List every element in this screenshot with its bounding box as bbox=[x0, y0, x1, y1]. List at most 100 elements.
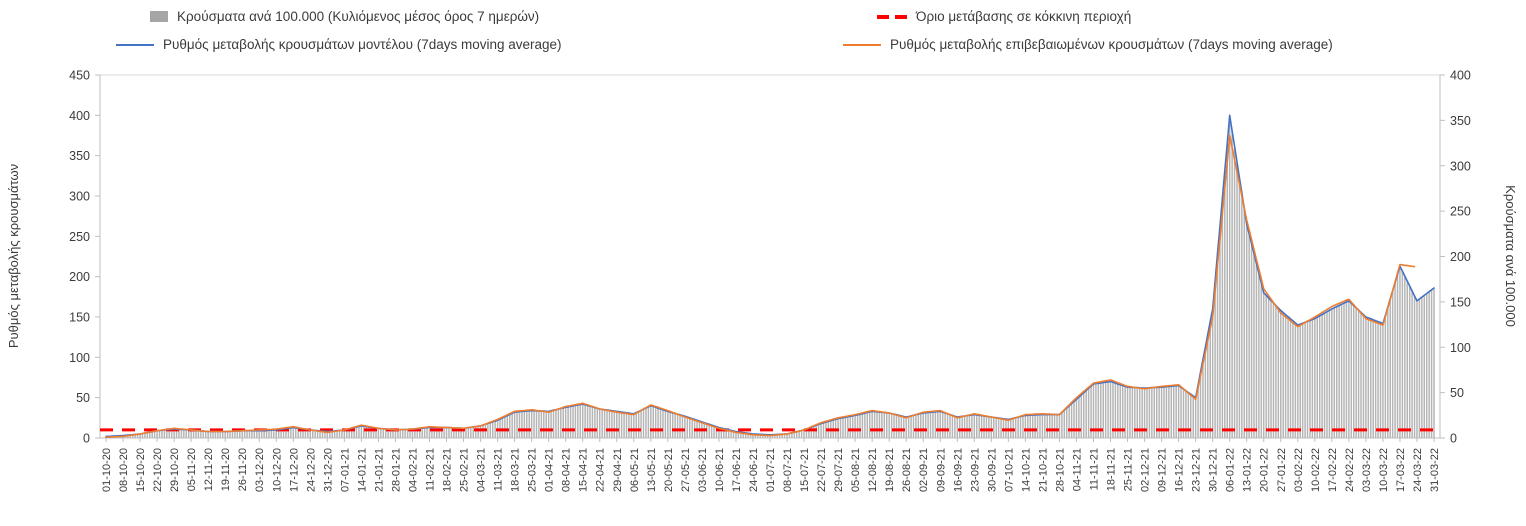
svg-text:03-03-22: 03-03-22 bbox=[1361, 448, 1373, 492]
svg-text:17-12-20: 17-12-20 bbox=[288, 448, 300, 492]
svg-text:09-09-21: 09-09-21 bbox=[935, 448, 947, 492]
confirmed-rate-line bbox=[105, 134, 1416, 438]
svg-text:01-07-21: 01-07-21 bbox=[765, 448, 777, 492]
svg-text:300: 300 bbox=[1450, 159, 1471, 173]
right-axis: 0 50 100 150 200 250 300 350 400 bbox=[1440, 69, 1471, 446]
svg-text:100: 100 bbox=[1450, 341, 1471, 355]
svg-text:450: 450 bbox=[69, 69, 90, 83]
orange-line-marker-icon bbox=[843, 43, 881, 46]
svg-text:23-12-21: 23-12-21 bbox=[1191, 448, 1203, 492]
svg-text:17-02-22: 17-02-22 bbox=[1327, 448, 1339, 492]
blue-line-marker-icon bbox=[116, 43, 154, 46]
svg-text:01-04-21: 01-04-21 bbox=[544, 448, 556, 492]
svg-text:50: 50 bbox=[76, 391, 90, 405]
svg-text:400: 400 bbox=[1450, 69, 1471, 83]
svg-text:20-01-22: 20-01-22 bbox=[1259, 448, 1271, 492]
svg-text:03-12-20: 03-12-20 bbox=[254, 448, 266, 492]
bars-series-cases-per-100k bbox=[105, 115, 1435, 439]
svg-text:09-12-21: 09-12-21 bbox=[1157, 448, 1169, 492]
svg-text:14-10-21: 14-10-21 bbox=[1020, 448, 1032, 492]
svg-text:03-02-22: 03-02-22 bbox=[1293, 448, 1305, 492]
bar-series-marker-icon bbox=[150, 11, 168, 23]
svg-text:24-03-22: 24-03-22 bbox=[1412, 448, 1424, 492]
svg-text:29-04-21: 29-04-21 bbox=[612, 448, 624, 492]
svg-text:15-10-20: 15-10-20 bbox=[135, 448, 147, 492]
legend-item-model-rate: Ρυθμός μεταβολής κρουσμάτων μοντέλου (7d… bbox=[116, 38, 562, 52]
svg-text:02-12-21: 02-12-21 bbox=[1140, 448, 1152, 492]
svg-text:06-05-21: 06-05-21 bbox=[629, 448, 641, 492]
x-axis: 01-10-20 08-10-20 15-10-20 22-10-20 29-10-20… bbox=[101, 438, 1441, 492]
svg-text:22-10-20: 22-10-20 bbox=[152, 448, 164, 492]
svg-text:25-02-21: 25-02-21 bbox=[459, 448, 471, 492]
svg-text:50: 50 bbox=[1450, 386, 1464, 400]
svg-text:350: 350 bbox=[1450, 114, 1471, 128]
svg-text:17-06-21: 17-06-21 bbox=[731, 448, 743, 492]
svg-text:11-03-21: 11-03-21 bbox=[493, 448, 505, 491]
svg-text:04-03-21: 04-03-21 bbox=[476, 448, 488, 492]
svg-text:20-05-21: 20-05-21 bbox=[663, 448, 675, 492]
svg-text:22-04-21: 22-04-21 bbox=[595, 448, 607, 492]
svg-text:15-07-21: 15-07-21 bbox=[799, 448, 811, 492]
legend-label-cases-per-100k: Κρούσματα ανά 100.000 (Κυλιόμενος μέσος … bbox=[177, 9, 540, 24]
svg-text:15-04-21: 15-04-21 bbox=[578, 448, 590, 492]
svg-text:12-11-20: 12-11-20 bbox=[203, 448, 215, 491]
svg-text:29-10-20: 29-10-20 bbox=[169, 448, 181, 492]
svg-text:04-02-21: 04-02-21 bbox=[407, 448, 419, 492]
svg-text:01-10-20: 01-10-20 bbox=[101, 448, 113, 492]
svg-text:12-08-21: 12-08-21 bbox=[867, 448, 879, 492]
svg-text:0: 0 bbox=[83, 432, 90, 446]
svg-text:31-12-20: 31-12-20 bbox=[322, 448, 334, 492]
legend-item-red-threshold: Όριο μετάβασης σε κόκκινη περιοχή bbox=[877, 10, 1131, 24]
legend-label-confirmed-rate: Ρυθμός μεταβολής επιβεβαιωμένων κρουσμάτ… bbox=[890, 37, 1333, 52]
svg-text:13-05-21: 13-05-21 bbox=[646, 448, 658, 492]
svg-text:30-09-21: 30-09-21 bbox=[986, 448, 998, 492]
svg-text:17-03-22: 17-03-22 bbox=[1395, 448, 1407, 492]
svg-text:27-01-22: 27-01-22 bbox=[1276, 448, 1288, 492]
svg-text:10-12-20: 10-12-20 bbox=[271, 448, 283, 492]
svg-text:200: 200 bbox=[1450, 250, 1471, 264]
svg-text:08-04-21: 08-04-21 bbox=[561, 448, 573, 492]
svg-text:350: 350 bbox=[69, 149, 90, 163]
legend-label-model-rate: Ρυθμός μεταβολής κρουσμάτων μοντέλου (7d… bbox=[163, 37, 562, 52]
svg-text:18-03-21: 18-03-21 bbox=[510, 448, 522, 492]
svg-text:250: 250 bbox=[69, 230, 90, 244]
svg-text:28-10-21: 28-10-21 bbox=[1054, 448, 1066, 492]
svg-text:10-02-22: 10-02-22 bbox=[1310, 448, 1322, 492]
svg-text:11-11-21: 11-11-21 bbox=[1088, 448, 1100, 490]
svg-text:300: 300 bbox=[69, 190, 90, 204]
svg-text:24-06-21: 24-06-21 bbox=[748, 448, 760, 492]
svg-text:18-02-21: 18-02-21 bbox=[442, 448, 454, 492]
svg-text:07-01-21: 07-01-21 bbox=[339, 448, 351, 492]
svg-text:10-06-21: 10-06-21 bbox=[714, 448, 726, 492]
svg-text:06-01-22: 06-01-22 bbox=[1225, 448, 1237, 492]
svg-text:03-06-21: 03-06-21 bbox=[697, 448, 709, 492]
svg-text:100: 100 bbox=[69, 351, 90, 365]
svg-text:28-01-21: 28-01-21 bbox=[390, 448, 402, 492]
svg-text:27-05-21: 27-05-21 bbox=[680, 448, 692, 492]
svg-text:31-03-22: 31-03-22 bbox=[1429, 448, 1441, 492]
svg-text:16-09-21: 16-09-21 bbox=[952, 448, 964, 492]
legend-item-confirmed-rate: Ρυθμός μεταβολής επιβεβαιωμένων κρουσμάτ… bbox=[843, 38, 1333, 52]
svg-text:08-07-21: 08-07-21 bbox=[782, 448, 794, 492]
left-axis: 0 50 100 150 200 250 300 350 400 450 bbox=[69, 69, 100, 446]
legend-label-red-threshold: Όριο μετάβασης σε κόκκινη περιοχή bbox=[916, 9, 1132, 24]
svg-text:24-02-22: 24-02-22 bbox=[1344, 448, 1356, 492]
svg-text:25-11-21: 25-11-21 bbox=[1123, 448, 1135, 491]
legend-item-cases-per-100k: Κρούσματα ανά 100.000 (Κυλιόμενος μέσος … bbox=[150, 10, 539, 24]
svg-text:04-11-21: 04-11-21 bbox=[1071, 448, 1083, 491]
svg-text:150: 150 bbox=[1450, 295, 1471, 309]
svg-text:11-02-21: 11-02-21 bbox=[424, 448, 436, 491]
svg-text:25-03-21: 25-03-21 bbox=[527, 448, 539, 492]
svg-text:29-07-21: 29-07-21 bbox=[833, 448, 845, 492]
svg-text:08-10-20: 08-10-20 bbox=[118, 448, 130, 492]
svg-text:26-11-20: 26-11-20 bbox=[237, 448, 249, 491]
svg-text:16-12-21: 16-12-21 bbox=[1174, 448, 1186, 492]
svg-text:250: 250 bbox=[1450, 205, 1471, 219]
svg-text:10-03-22: 10-03-22 bbox=[1378, 448, 1390, 492]
svg-text:21-01-21: 21-01-21 bbox=[373, 448, 385, 492]
svg-text:26-08-21: 26-08-21 bbox=[901, 448, 913, 492]
svg-text:150: 150 bbox=[69, 311, 90, 325]
svg-text:05-08-21: 05-08-21 bbox=[850, 448, 862, 492]
